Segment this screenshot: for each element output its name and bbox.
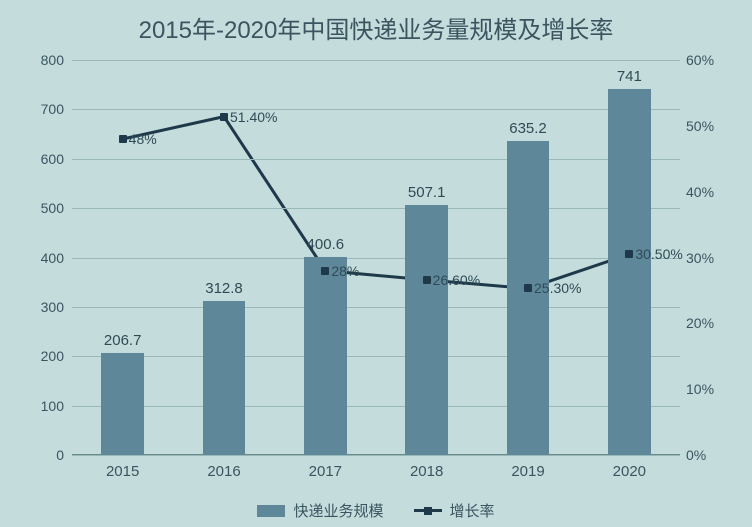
y1-tick-label: 100 <box>41 398 64 414</box>
y2-tick-label: 60% <box>686 52 714 68</box>
bar <box>203 301 246 455</box>
x-tick-label: 2015 <box>106 463 139 480</box>
line-value-label: 25.30% <box>534 280 581 296</box>
bar-value-label: 312.8 <box>205 280 243 297</box>
bar <box>507 141 550 455</box>
bar-value-label: 507.1 <box>408 184 446 201</box>
y1-tick-label: 400 <box>41 250 64 266</box>
combo-chart: 2015年-2020年中国快递业务量规模及增长率 010020030040050… <box>0 0 752 527</box>
line-marker <box>524 284 532 292</box>
line-marker <box>220 113 228 121</box>
legend-line-label: 增长率 <box>450 500 495 521</box>
line-value-label: 28% <box>331 263 359 279</box>
legend-item-bars: 快递业务规模 <box>257 500 383 521</box>
y2-tick-label: 20% <box>686 315 714 331</box>
y2-tick-label: 30% <box>686 250 714 266</box>
line-value-label: 26.60% <box>433 272 480 288</box>
bar <box>405 205 448 455</box>
line-value-label: 48% <box>129 131 157 147</box>
bar <box>101 353 144 455</box>
bar-value-label: 206.7 <box>104 332 142 349</box>
y2-tick-label: 10% <box>686 381 714 397</box>
gridline <box>72 455 680 456</box>
bar <box>304 257 347 455</box>
chart-title: 2015年-2020年中国快递业务量规模及增长率 <box>0 10 752 45</box>
gridline <box>72 109 680 110</box>
bar <box>608 89 651 455</box>
legend: 快递业务规模 增长率 <box>0 500 752 521</box>
gridline <box>72 159 680 160</box>
y1-tick-label: 600 <box>41 151 64 167</box>
y2-tick-label: 40% <box>686 184 714 200</box>
gridline <box>72 60 680 61</box>
gridline <box>72 356 680 357</box>
x-tick-label: 2020 <box>613 463 646 480</box>
line-swatch <box>414 509 442 512</box>
bar-swatch <box>257 505 285 517</box>
y1-tick-label: 500 <box>41 200 64 216</box>
y2-tick-label: 0% <box>686 447 706 463</box>
y1-tick-label: 0 <box>56 447 64 463</box>
gridline <box>72 258 680 259</box>
line-marker <box>119 135 127 143</box>
y1-tick-label: 300 <box>41 299 64 315</box>
line-value-label: 30.50% <box>635 246 682 262</box>
legend-bar-label: 快递业务规模 <box>293 500 383 521</box>
x-tick-label: 2019 <box>511 463 544 480</box>
line-marker <box>625 250 633 258</box>
y1-tick-label: 700 <box>41 101 64 117</box>
line-value-label: 51.40% <box>230 109 277 125</box>
x-tick-label: 2016 <box>207 463 240 480</box>
gridline <box>72 208 680 209</box>
y2-tick-label: 50% <box>686 118 714 134</box>
y1-tick-label: 800 <box>41 52 64 68</box>
line-marker <box>423 276 431 284</box>
line-marker <box>321 267 329 275</box>
plot-area: 01002003004005006007008000%10%20%30%40%5… <box>72 60 680 455</box>
gridline <box>72 406 680 407</box>
x-tick-label: 2018 <box>410 463 443 480</box>
bar-value-label: 635.2 <box>509 120 547 137</box>
y1-tick-label: 200 <box>41 348 64 364</box>
bar-value-label: 741 <box>617 68 642 85</box>
bar-value-label: 400.6 <box>307 236 345 253</box>
x-tick-label: 2017 <box>309 463 342 480</box>
legend-item-line: 增长率 <box>414 500 495 521</box>
gridline <box>72 307 680 308</box>
